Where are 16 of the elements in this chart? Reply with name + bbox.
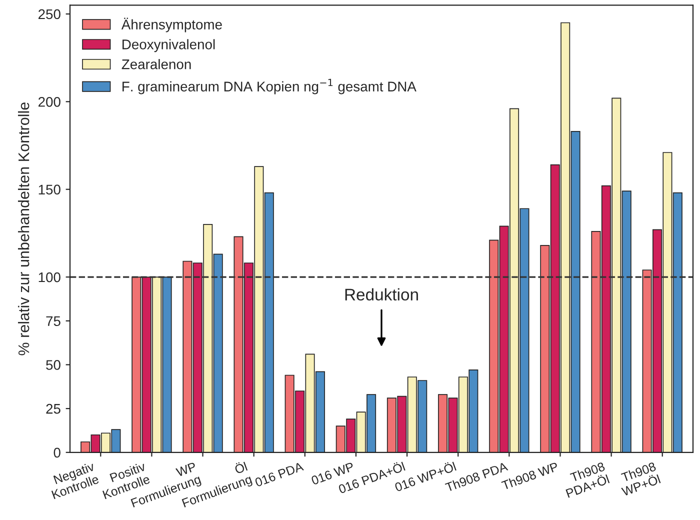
y-tick-label: 0: [54, 448, 60, 458]
legend-label: Ährensymptome: [121, 18, 222, 32]
y-tick-label: 25: [46, 404, 60, 414]
x-tick-label: 016 PDA: [254, 462, 304, 487]
y-tick-label: 200: [38, 96, 60, 107]
y-tick-label: 250: [38, 9, 60, 20]
annotation: Reduktion: [345, 288, 418, 301]
y-tick-label: 100: [38, 272, 60, 282]
y-axis-title: % relativ zur unbehandelten Kontrolle: [18, 102, 30, 356]
legend-label: F. graminearum DNA Kopien ng$^{−1}$ gesamt DNA: [122, 78, 416, 94]
legend-label: Zearalenon: [122, 59, 191, 70]
y-tick-label: 150: [38, 184, 60, 195]
y-tick-label: 50: [46, 360, 60, 370]
legend-label: Deoxynivalenol: [122, 39, 215, 52]
x-tick-label: Th908 WP+Öl: [620, 462, 661, 496]
y-tick-label: 75: [46, 316, 60, 326]
